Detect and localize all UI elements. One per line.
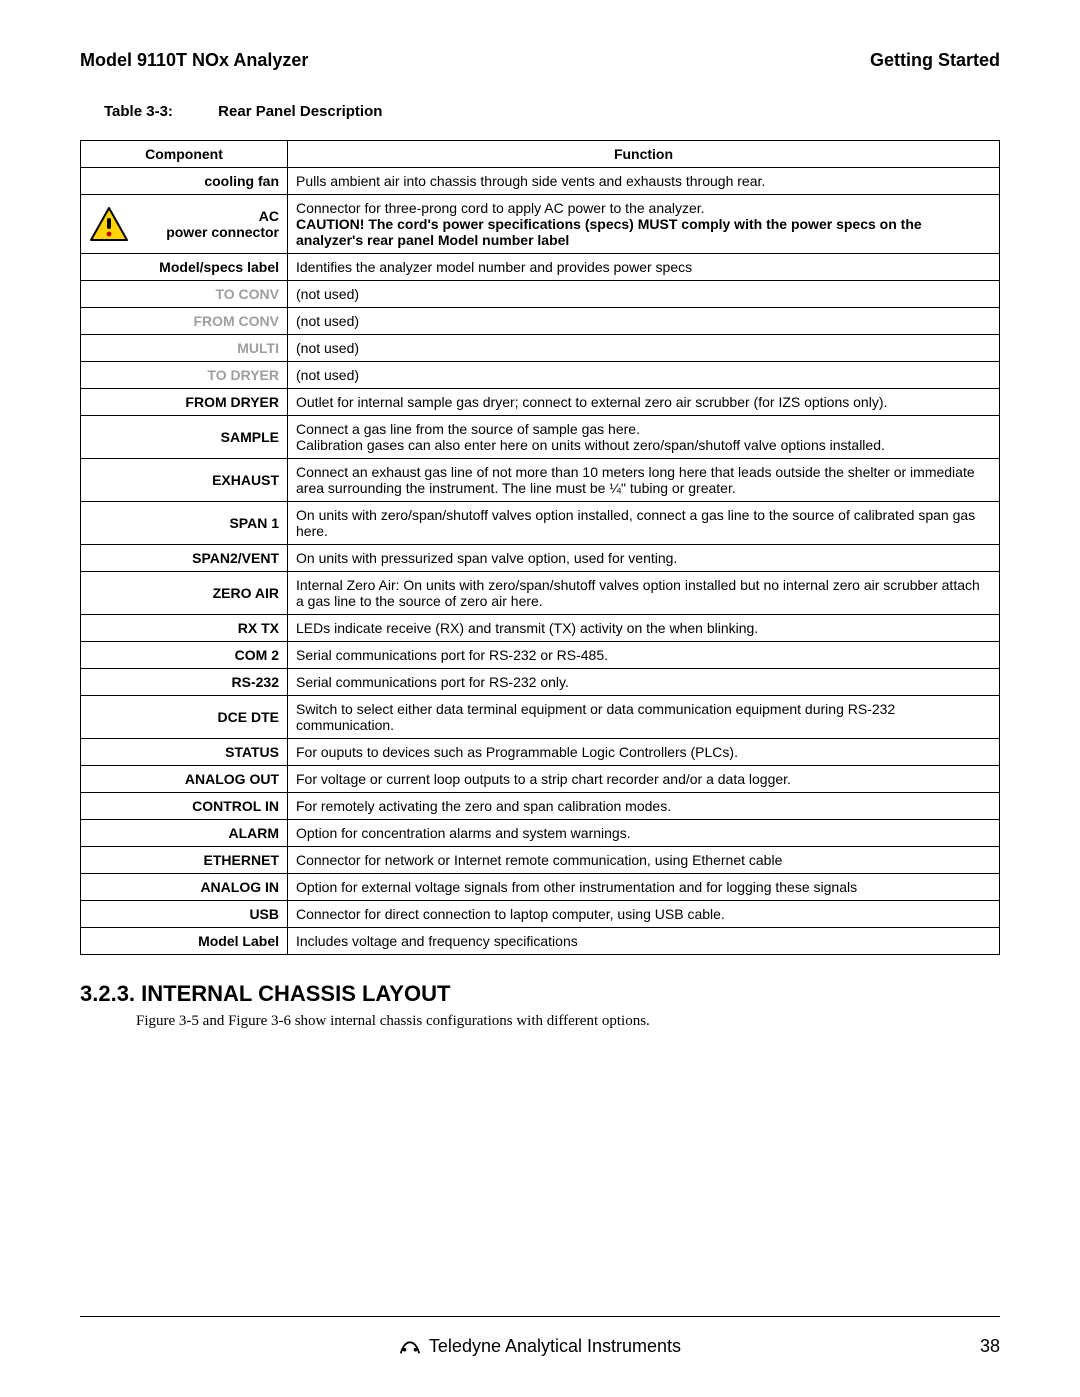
row-function: Internal Zero Air: On units with zero/sp…	[288, 572, 1000, 615]
row-function: For remotely activating the zero and spa…	[288, 793, 1000, 820]
footer-page-number: 38	[980, 1336, 1000, 1357]
table-row: ALARMOption for concentration alarms and…	[81, 820, 1000, 847]
row-component: FROM DRYER	[81, 389, 288, 416]
row-function: Connector for direct connection to lapto…	[288, 901, 1000, 928]
table-row: SPAN2/VENTOn units with pressurized span…	[81, 545, 1000, 572]
row-component: COM 2	[81, 642, 288, 669]
row-function: (not used)	[288, 308, 1000, 335]
section-text: Figure 3-5 and Figure 3-6 show internal …	[136, 1013, 1000, 1030]
table-caption: Table 3-3: Rear Panel Description	[104, 103, 1000, 120]
row-component: USB	[81, 901, 288, 928]
row-function: Outlet for internal sample gas dryer; co…	[288, 389, 1000, 416]
caution-icon	[89, 206, 129, 242]
row-component: SPAN2/VENT	[81, 545, 288, 572]
header-right: Getting Started	[870, 50, 1000, 71]
row-function: Connect an exhaust gas line of not more …	[288, 459, 1000, 502]
page-footer: Teledyne Analytical Instruments 38	[80, 1335, 1000, 1357]
row-function: Pulls ambient air into chassis through s…	[288, 168, 1000, 195]
footer-rule	[80, 1316, 1000, 1317]
table-caption-number: Table 3-3:	[104, 103, 214, 120]
table-row: USBConnector for direct connection to la…	[81, 901, 1000, 928]
row-component: EXHAUST	[81, 459, 288, 502]
row-function: (not used)	[288, 335, 1000, 362]
row-component: TO CONV	[81, 281, 288, 308]
row-function: (not used)	[288, 281, 1000, 308]
row-function: Connector for three-prong cord to apply …	[288, 195, 1000, 254]
table-row: ACpower connector Connector for three-pro…	[81, 195, 1000, 254]
row-component: SAMPLE	[81, 416, 288, 459]
row-component: SPAN 1	[81, 502, 288, 545]
row-component: RX TX	[81, 615, 288, 642]
teledyne-logo-icon	[399, 1335, 421, 1357]
section-heading: 3.2.3. INTERNAL CHASSIS LAYOUT	[80, 981, 1000, 1007]
table-row: RX TXLEDs indicate receive (RX) and tran…	[81, 615, 1000, 642]
row-component: TO DRYER	[81, 362, 288, 389]
table-row: FROM DRYEROutlet for internal sample gas…	[81, 389, 1000, 416]
row-function: Option for concentration alarms and syst…	[288, 820, 1000, 847]
row-component: RS-232	[81, 669, 288, 696]
table-row: EXHAUSTConnect an exhaust gas line of no…	[81, 459, 1000, 502]
table-row: CONTROL INFor remotely activating the ze…	[81, 793, 1000, 820]
table-row: Model/specs labelIdentifies the analyzer…	[81, 254, 1000, 281]
row-component: CONTROL IN	[81, 793, 288, 820]
table-row: MULTI(not used)	[81, 335, 1000, 362]
table-row: SPAN 1On units with zero/span/shutoff va…	[81, 502, 1000, 545]
row-function: Option for external voltage signals from…	[288, 874, 1000, 901]
table-row: cooling fanPulls ambient air into chassi…	[81, 168, 1000, 195]
table-caption-text: Rear Panel Description	[218, 103, 382, 120]
table-row: RS-232Serial communications port for RS-…	[81, 669, 1000, 696]
row-component: Model Label	[81, 928, 288, 955]
table-row: DCE DTESwitch to select either data term…	[81, 696, 1000, 739]
table-row: COM 2Serial communications port for RS-2…	[81, 642, 1000, 669]
table-row: ANALOG INOption for external voltage sig…	[81, 874, 1000, 901]
row-function: LEDs indicate receive (RX) and transmit …	[288, 615, 1000, 642]
table-header-component: Component	[81, 141, 288, 168]
table-row: Model LabelIncludes voltage and frequenc…	[81, 928, 1000, 955]
row-component-label: ACpower connector	[166, 208, 279, 240]
table-row: STATUSFor ouputs to devices such as Prog…	[81, 739, 1000, 766]
row-component: ACpower connector	[81, 195, 288, 254]
row-function: Connect a gas line from the source of sa…	[288, 416, 1000, 459]
row-function: For voltage or current loop outputs to a…	[288, 766, 1000, 793]
row-component: ZERO AIR	[81, 572, 288, 615]
row-function: Serial communications port for RS-232 or…	[288, 642, 1000, 669]
row-function: Includes voltage and frequency specifica…	[288, 928, 1000, 955]
row-function: Identifies the analyzer model number and…	[288, 254, 1000, 281]
table-row: ANALOG OUTFor voltage or current loop ou…	[81, 766, 1000, 793]
footer-company: Teledyne Analytical Instruments	[429, 1336, 681, 1357]
page-header: Model 9110T NOx Analyzer Getting Started	[80, 50, 1000, 71]
row-function: Connector for network or Internet remote…	[288, 847, 1000, 874]
header-left: Model 9110T NOx Analyzer	[80, 50, 308, 71]
row-component: MULTI	[81, 335, 288, 362]
row-function: On units with zero/span/shutoff valves o…	[288, 502, 1000, 545]
table-header-function: Function	[288, 141, 1000, 168]
row-function: (not used)	[288, 362, 1000, 389]
row-component: ANALOG IN	[81, 874, 288, 901]
row-function: On units with pressurized span valve opt…	[288, 545, 1000, 572]
table-row: TO CONV(not used)	[81, 281, 1000, 308]
table-row: SAMPLEConnect a gas line from the source…	[81, 416, 1000, 459]
table-row: TO DRYER(not used)	[81, 362, 1000, 389]
row-component: ALARM	[81, 820, 288, 847]
row-component: DCE DTE	[81, 696, 288, 739]
row-component: ETHERNET	[81, 847, 288, 874]
table-row: FROM CONV(not used)	[81, 308, 1000, 335]
row-function: Switch to select either data terminal eq…	[288, 696, 1000, 739]
row-function: For ouputs to devices such as Programmab…	[288, 739, 1000, 766]
row-component: FROM CONV	[81, 308, 288, 335]
rear-panel-table: Component Function cooling fanPulls ambi…	[80, 140, 1000, 955]
row-component: cooling fan	[81, 168, 288, 195]
table-row: ZERO AIRInternal Zero Air: On units with…	[81, 572, 1000, 615]
row-component: ANALOG OUT	[81, 766, 288, 793]
row-component: Model/specs label	[81, 254, 288, 281]
row-function: Serial communications port for RS-232 on…	[288, 669, 1000, 696]
table-row: ETHERNETConnector for network or Interne…	[81, 847, 1000, 874]
row-component: STATUS	[81, 739, 288, 766]
